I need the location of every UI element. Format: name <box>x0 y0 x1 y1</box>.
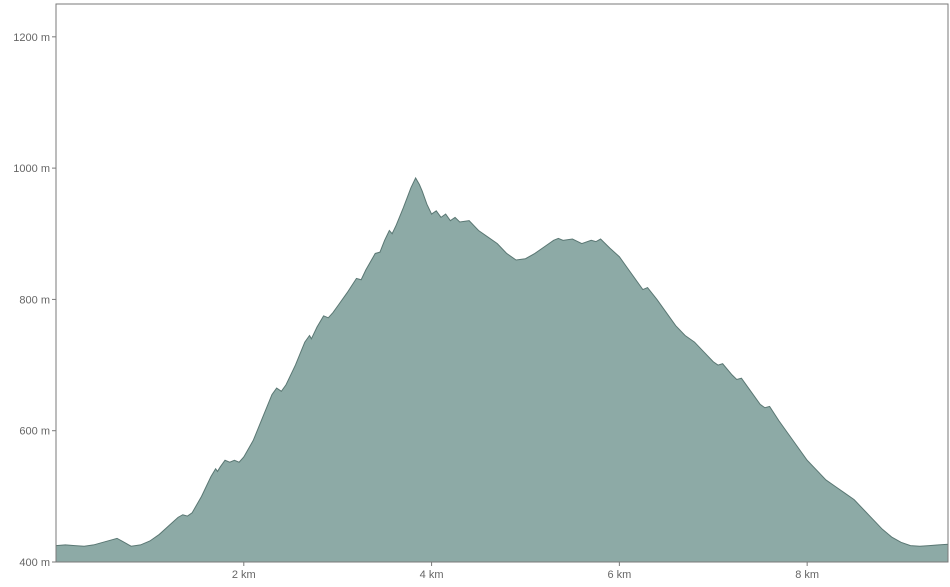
y-tick-label: 1200 m <box>13 32 50 44</box>
y-tick-label: 1000 m <box>13 163 50 175</box>
x-tick-label: 8 km <box>795 569 819 581</box>
elevation-chart: 400 m 600 m 800 m 1000 m 1200 m 2 km 4 km 6 km 8… <box>0 0 950 587</box>
y-tick-label: 400 m <box>19 557 50 569</box>
x-tick-label: 4 km <box>420 569 444 581</box>
x-tick-label: 6 km <box>607 569 631 581</box>
y-tick-label: 600 m <box>19 426 50 438</box>
x-tick-label: 2 km <box>232 569 256 581</box>
chart-canvas: 400 m 600 m 800 m 1000 m 1200 m 2 km 4 km 6 km 8… <box>0 0 950 587</box>
y-tick-label: 800 m <box>19 294 50 306</box>
